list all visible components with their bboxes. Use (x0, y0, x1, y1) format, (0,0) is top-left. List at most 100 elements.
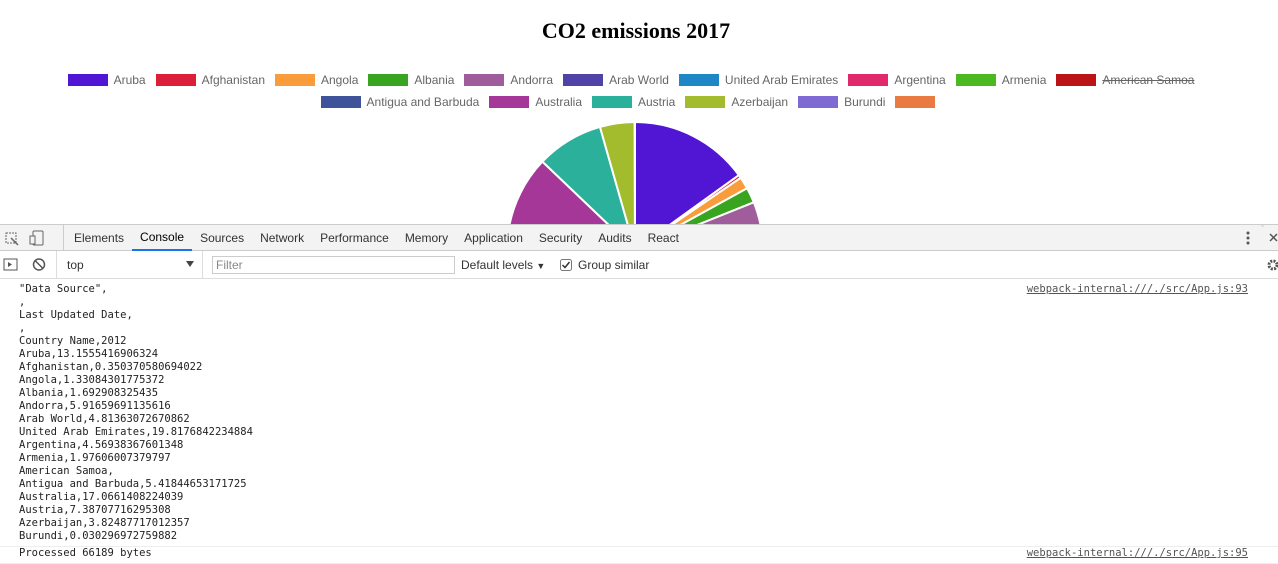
console-line: United Arab Emirates,19.8176842234884 (19, 426, 1278, 439)
devtools-tab[interactable]: Memory (397, 225, 456, 251)
toolbar-icons (0, 225, 60, 251)
console-line: Burundi,0.030296972759882 (19, 530, 1278, 543)
legend-item[interactable]: Arab World (563, 73, 669, 87)
console-toolbar: top Filter Default levels ▼ Group simila… (0, 251, 1278, 279)
console-line: Afghanistan,0.350370580694022 (19, 361, 1278, 374)
levels-label: Default levels (461, 258, 533, 272)
legend-item[interactable]: American Samoa (1056, 73, 1194, 87)
legend-swatch (592, 96, 632, 108)
devtools-tab[interactable]: Application (456, 225, 531, 251)
legend-item[interactable]: Afghanistan (156, 73, 265, 87)
console-line: , (19, 322, 1278, 335)
legend-swatch (68, 74, 108, 86)
legend-label: Arab World (609, 73, 669, 87)
console-output: "Data Source",,Last Updated Date,,Countr… (0, 283, 1278, 564)
console-icons (0, 251, 60, 279)
devtools-tab[interactable]: Elements (66, 225, 132, 251)
inspect-arrow (11, 238, 18, 245)
filter-input[interactable]: Filter (212, 256, 455, 274)
legend-swatch (895, 96, 935, 108)
legend-item[interactable]: Austria (592, 95, 675, 109)
devtools-tab[interactable]: Security (531, 225, 590, 251)
legend-item[interactable]: Andorra (464, 73, 553, 87)
legend-swatch (156, 74, 196, 86)
legend-item[interactable]: United Arab Emirates (679, 73, 838, 87)
legend-item[interactable]: Armenia (956, 73, 1047, 87)
legend: Aruba Afghanistan Angola Albania Andorra Arab… (58, 73, 1204, 109)
checkbox[interactable] (560, 259, 572, 271)
console-line: Aruba,13.1555416906324 (19, 348, 1278, 361)
legend-label: United Arab Emirates (725, 73, 838, 87)
source-link[interactable]: webpack-internal:///./src/App.js:93 (1027, 283, 1248, 296)
legend-label: Angola (321, 73, 358, 87)
console-message: "Data Source",,Last Updated Date,,Countr… (0, 283, 1278, 547)
legend-label: Andorra (510, 73, 553, 87)
legend-item[interactable]: Antigua and Barbuda (321, 95, 480, 109)
levels-arrow: ▼ (536, 261, 545, 271)
toolbar-right-icons (1240, 225, 1278, 251)
legend-swatch (798, 96, 838, 108)
legend-swatch (1056, 74, 1096, 86)
group-similar-label: Group similar (578, 258, 649, 272)
menu-dot[interactable] (1247, 232, 1250, 235)
clear-slash (35, 261, 43, 269)
sidebar-arrow (8, 262, 12, 267)
legend-item[interactable]: Angola (275, 73, 358, 87)
arrow (186, 261, 194, 267)
console-line: Austria,7.38707716295308 (19, 504, 1278, 517)
devtools-tab[interactable]: Performance (312, 225, 397, 251)
devtools-tab[interactable]: Audits (590, 225, 639, 251)
devtools-tab[interactable]: React (640, 225, 687, 251)
levels-select[interactable]: Default levels ▼ (461, 258, 545, 272)
legend-swatch (275, 74, 315, 86)
console-line: Antigua and Barbuda,5.41844653171725 (19, 478, 1278, 491)
console-line: Arab World,4.81363072670862 (19, 413, 1278, 426)
legend-swatch (679, 74, 719, 86)
menu-dot[interactable] (1247, 237, 1250, 240)
device-icon-small (30, 236, 35, 244)
devtools-tab[interactable]: Sources (192, 225, 252, 251)
console-line: Albania,1.692908325435 (19, 387, 1278, 400)
legend-label: Armenia (1002, 73, 1047, 87)
console-line: Andorra,5.91659691135616 (19, 400, 1278, 413)
devtools-tab[interactable]: Console (132, 225, 192, 251)
legend-item[interactable]: Australia (489, 95, 582, 109)
gear (1269, 261, 1277, 269)
legend-label: Argentina (894, 73, 945, 87)
legend-swatch (685, 96, 725, 108)
legend-item[interactable]: Albania (368, 73, 454, 87)
console-line: Azerbaijan,3.82487717012357 (19, 517, 1278, 530)
console-line: Australia,17.0661408224039 (19, 491, 1278, 504)
legend-swatch (489, 96, 529, 108)
legend-label: Australia (535, 95, 582, 109)
legend-item[interactable] (895, 95, 941, 109)
menu-dot[interactable] (1247, 242, 1250, 245)
legend-swatch (956, 74, 996, 86)
devtools-tab[interactable]: Network (252, 225, 312, 251)
console-line: Angola,1.33084301775372 (19, 374, 1278, 387)
source-link[interactable]: webpack-internal:///./src/App.js:95 (1027, 547, 1248, 560)
settings-icon[interactable] (1267, 259, 1278, 271)
legend-label: Afghanistan (202, 73, 265, 87)
legend-label: Albania (414, 73, 454, 87)
checkbox-box (561, 260, 572, 271)
filter-placeholder: Filter (216, 258, 243, 272)
console-line: American Samoa, (19, 465, 1278, 478)
group-similar[interactable]: Group similar (560, 258, 649, 272)
legend-item[interactable]: Burundi (798, 95, 885, 109)
legend-item[interactable]: Argentina (848, 73, 945, 87)
context-label: top (67, 258, 84, 272)
legend-label: Antigua and Barbuda (367, 95, 480, 109)
console-line: Last Updated Date, (19, 309, 1278, 322)
context-select[interactable]: top (56, 251, 203, 278)
legend-label: Aruba (114, 73, 146, 87)
dropdown-arrow (186, 261, 196, 269)
close-icon[interactable] (1270, 234, 1277, 241)
legend-item[interactable]: Azerbaijan (685, 95, 788, 109)
legend-item[interactable]: Aruba (68, 73, 146, 87)
